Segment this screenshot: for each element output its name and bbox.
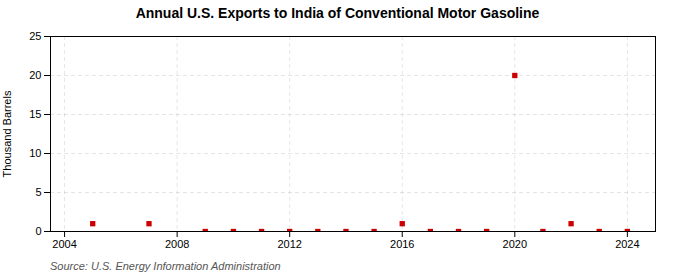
svg-text:15: 15	[29, 108, 41, 120]
svg-text:2020: 2020	[503, 238, 527, 250]
svg-text:25: 25	[29, 30, 41, 42]
svg-text:20: 20	[29, 69, 41, 81]
svg-text:2012: 2012	[277, 238, 301, 250]
svg-text:2008: 2008	[165, 238, 189, 250]
svg-text:2016: 2016	[390, 238, 414, 250]
svg-text:10: 10	[29, 147, 41, 159]
html-text:Source: U.S. Energy Informatio: Source: U.S. Energy Information Administ…	[50, 260, 281, 272]
html-text:Annual U.S. Exports to India o: Annual U.S. Exports to India of Conventi…	[135, 5, 540, 21]
svg-text:5: 5	[35, 186, 41, 198]
svg-text:2024: 2024	[615, 238, 639, 250]
svg-text:Thousand Barrels: Thousand Barrels	[1, 90, 13, 177]
svg-text:2004: 2004	[52, 238, 76, 250]
svg-text:0: 0	[35, 225, 41, 237]
